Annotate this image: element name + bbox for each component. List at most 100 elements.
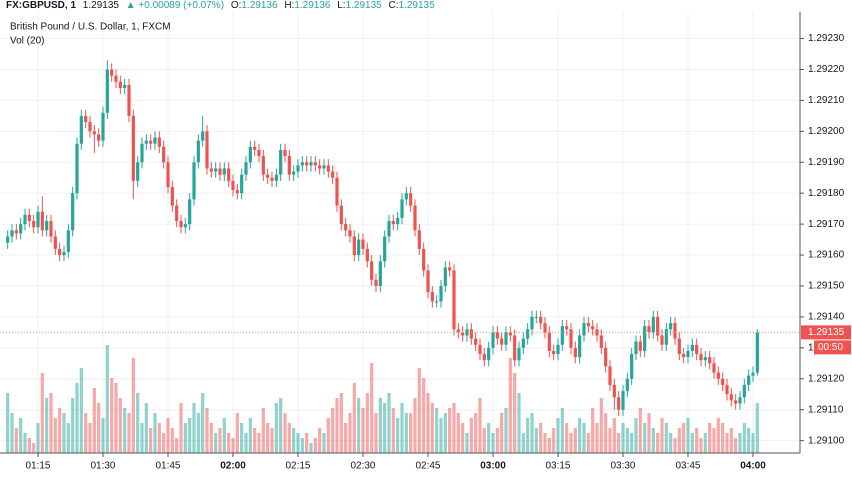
volume-bar: [192, 403, 196, 453]
candle-body: [352, 236, 356, 256]
candle-layer: [6, 60, 759, 416]
candle-body: [643, 326, 647, 351]
candle-body: [443, 267, 447, 286]
volume-bar: [378, 398, 382, 453]
candle-body: [500, 338, 504, 345]
candle-body: [92, 131, 96, 135]
volume-bar: [755, 403, 759, 453]
volume-bar: [565, 423, 569, 453]
x-tick-label: 01:45: [155, 461, 180, 472]
volume-bar: [283, 413, 287, 453]
ohlc-label: H:: [284, 0, 294, 11]
volume-bar: [227, 433, 231, 453]
volume-bar: [10, 413, 14, 453]
candle-body: [417, 230, 421, 249]
volume-bar: [71, 398, 75, 453]
volume-bar: [374, 413, 378, 453]
candle-body: [409, 193, 413, 206]
ohlc-label: O:: [231, 0, 242, 11]
candle-body: [218, 168, 222, 175]
candle-body: [196, 140, 200, 163]
volume-bar: [703, 433, 707, 453]
volume-bar: [686, 418, 690, 453]
volume-bar: [387, 393, 391, 453]
candle-body: [690, 344, 694, 351]
volume-bar: [322, 433, 326, 453]
candle-body: [599, 335, 603, 348]
candle-body: [23, 214, 27, 225]
volume-bar: [105, 345, 109, 453]
volume-bar: [556, 418, 560, 453]
volume-bar: [708, 423, 712, 453]
volume-bar: [742, 423, 746, 453]
header-change: ▲ +0.00089 (+0.07%): [126, 0, 224, 11]
volume-bar: [647, 413, 651, 453]
candle-body: [131, 115, 135, 181]
volume-bar: [630, 433, 634, 453]
volume-bar: [231, 438, 235, 453]
x-tick-label: 04:00: [740, 461, 766, 472]
volume-bar: [465, 433, 469, 453]
volume-bar: [144, 403, 148, 453]
candle-body: [391, 221, 395, 225]
candle-body: [591, 326, 595, 330]
candle-body: [556, 344, 560, 355]
candle-body: [6, 236, 10, 243]
candle-body: [383, 236, 387, 262]
candle-body: [552, 350, 556, 355]
volume-bar: [482, 428, 486, 453]
volume-bar: [729, 428, 733, 453]
volume-bar: [586, 433, 590, 453]
candle-body: [448, 267, 452, 271]
volume-bar: [274, 403, 278, 453]
ohlc-value: 1.29135: [399, 0, 436, 11]
volume-bar: [266, 423, 270, 453]
candle-body: [188, 199, 192, 225]
volume-bar: [573, 428, 577, 453]
x-tick-label: 01:15: [25, 461, 50, 472]
volume-bar: [582, 423, 586, 453]
x-tick-label: 03:00: [480, 461, 506, 472]
volume-bar: [625, 428, 629, 453]
volume-bar: [36, 423, 40, 453]
candle-body: [58, 248, 62, 256]
x-tick-label: 01:30: [90, 461, 115, 472]
candle-body: [456, 329, 460, 333]
volume-bar: [58, 408, 62, 453]
candle-body: [435, 301, 439, 303]
candle-body: [716, 372, 720, 379]
candle-body: [14, 230, 18, 234]
volume-bar: [526, 418, 530, 453]
candle-body: [118, 81, 122, 89]
volume-bar: [222, 418, 226, 453]
volume-bar: [469, 418, 473, 453]
volume-bar: [552, 428, 556, 453]
volume-bar: [127, 413, 131, 453]
volume-bar: [235, 413, 239, 453]
volume-bar: [201, 393, 205, 453]
candle-body: [261, 156, 265, 175]
candle-body: [101, 112, 105, 141]
y-tick-label: 1.29190: [808, 157, 845, 168]
candle-body: [62, 251, 66, 256]
candle-body: [365, 248, 369, 262]
candle-body: [634, 341, 638, 355]
volume-bar: [257, 433, 261, 453]
candle-body: [49, 221, 53, 237]
candle-body: [110, 69, 114, 76]
volume-bar: [478, 398, 482, 453]
candle-body: [673, 323, 677, 339]
candle-body: [708, 357, 712, 364]
candle-body: [621, 391, 625, 410]
candle-body: [357, 239, 361, 256]
candle-body: [127, 84, 131, 116]
countdown-label: 00:50: [818, 342, 843, 353]
volume-bar: [599, 398, 603, 453]
candle-body: [331, 171, 335, 178]
volume-bar: [40, 373, 44, 453]
volume-bar: [699, 438, 703, 453]
candle-body: [430, 292, 434, 302]
candle-body: [534, 316, 538, 318]
volume-bar: [188, 418, 192, 453]
candle-body: [36, 211, 40, 228]
